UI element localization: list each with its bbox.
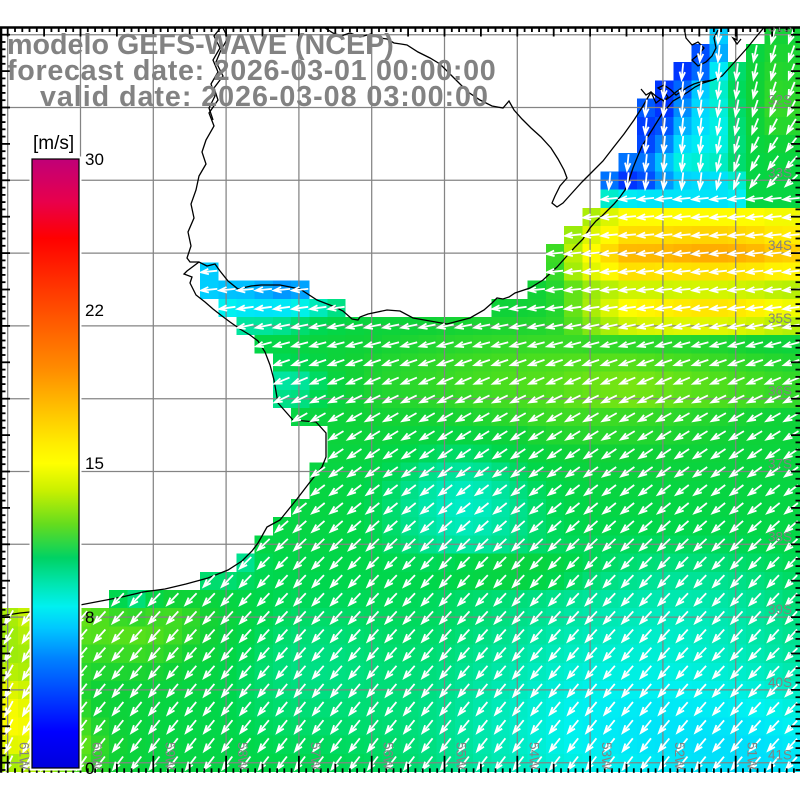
svg-text:22: 22 (85, 301, 104, 320)
svg-text:32S: 32S (768, 93, 792, 108)
svg-text:38S: 38S (768, 529, 792, 544)
svg-text:61W: 61W (17, 742, 32, 770)
svg-text:41S: 41S (768, 748, 792, 763)
svg-text:39S: 39S (768, 602, 792, 617)
svg-text:55W: 55W (454, 742, 469, 770)
svg-text:56W: 56W (381, 742, 396, 770)
svg-text:15: 15 (85, 454, 104, 473)
svg-text:33S: 33S (768, 165, 792, 180)
svg-text:[m/s]: [m/s] (33, 133, 74, 154)
svg-text:35S: 35S (768, 311, 792, 326)
svg-text:valid date: 2026-03-08 03:00:0: valid date: 2026-03-08 03:00:00 (40, 81, 489, 113)
svg-text:30: 30 (85, 150, 104, 169)
svg-text:51W: 51W (745, 742, 760, 770)
svg-text:52W: 52W (672, 742, 687, 770)
svg-text:58W: 58W (235, 742, 250, 770)
svg-text:59W: 59W (162, 742, 177, 770)
svg-text:8: 8 (85, 608, 94, 627)
svg-text:36S: 36S (768, 384, 792, 399)
svg-text:34S: 34S (768, 238, 792, 253)
svg-text:57W: 57W (308, 742, 323, 770)
svg-text:0: 0 (85, 759, 94, 778)
svg-text:53W: 53W (599, 742, 614, 770)
svg-text:40S: 40S (768, 675, 792, 690)
svg-text:54W: 54W (526, 742, 541, 770)
svg-text:37S: 37S (768, 457, 792, 472)
